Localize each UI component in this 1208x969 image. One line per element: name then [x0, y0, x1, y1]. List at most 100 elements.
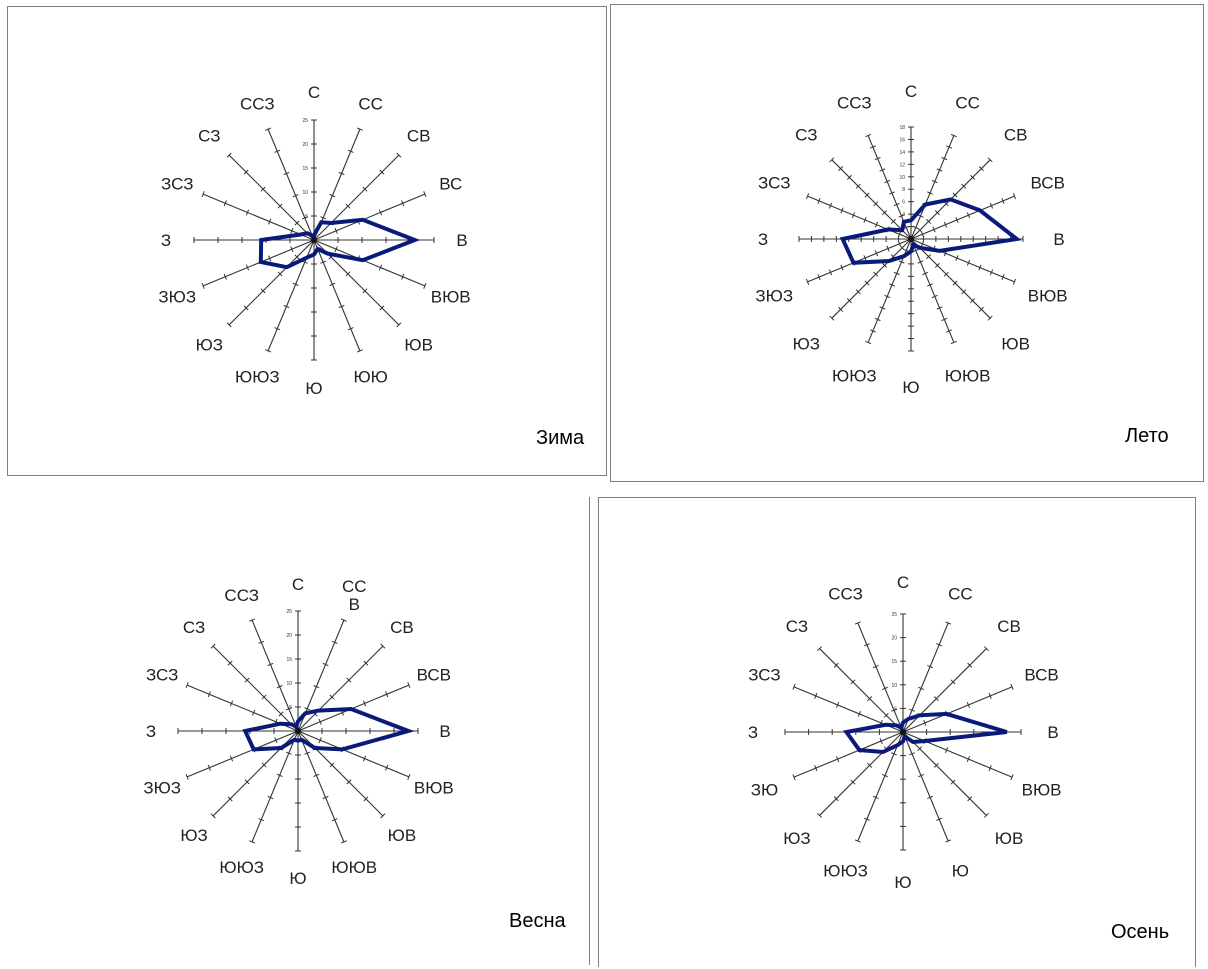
direction-label: В [456, 231, 467, 250]
scale-tick-label: 12 [899, 162, 905, 168]
axis-tick [304, 751, 311, 755]
axis-spoke [902, 686, 1013, 733]
axis-tick [850, 679, 856, 685]
axis-tick [334, 227, 338, 234]
axis-tick [927, 664, 934, 669]
direction-label: ЗСЗ [146, 666, 178, 685]
axis-tick [345, 271, 351, 277]
axis-tick [855, 289, 861, 295]
axis-tick [294, 254, 300, 260]
axis-tick [855, 183, 861, 189]
axis-tick [882, 210, 888, 216]
axis-tick [936, 817, 943, 821]
axis-tick [927, 191, 934, 195]
axis-tick [223, 200, 227, 207]
axis-tick [893, 271, 900, 276]
axis-tick [265, 349, 272, 353]
axis-tick [362, 700, 367, 707]
axis-tick [301, 216, 308, 220]
axis-tick [890, 218, 896, 224]
scale-tick-label: 5 [894, 706, 897, 712]
direction-label: З [161, 231, 171, 250]
scale-tick-label: 5 [305, 214, 308, 220]
scale-tick-label: 10 [899, 175, 905, 181]
axis-tick [294, 220, 300, 226]
axis-tick [346, 779, 352, 785]
direction-label: СС В [342, 577, 367, 614]
scale-tick-label: 10 [286, 681, 292, 687]
axis-tick [304, 707, 311, 711]
direction-label: Ю [289, 869, 306, 888]
axis-tick [1001, 197, 1005, 204]
axis-tick [828, 202, 833, 209]
axis-tick [922, 271, 929, 276]
axis-tick [1010, 774, 1014, 781]
axis-spoke [313, 239, 426, 287]
axis-tick [396, 152, 402, 158]
axis-tick [932, 226, 936, 233]
axis-tick [274, 737, 278, 744]
axis-tick [863, 817, 870, 821]
axis-tick [227, 796, 233, 802]
axis-tick [874, 221, 879, 228]
axis-tick [277, 203, 283, 209]
axis-tick [950, 779, 956, 785]
direction-label: С [308, 83, 320, 102]
axis-tick [379, 169, 385, 175]
axis-tick [863, 255, 867, 262]
axis-tick [943, 271, 949, 277]
axis-tick [320, 260, 327, 264]
scale-tick-label: 20 [302, 142, 308, 148]
axis-tick [340, 840, 347, 844]
scale-tick-label: 15 [302, 166, 308, 172]
axis-tick [927, 283, 934, 287]
direction-label: ЮЮ [353, 368, 387, 387]
axis-spoke [186, 730, 299, 778]
direction-label: Ю [952, 862, 969, 881]
axis-tick [805, 278, 810, 285]
axis-tick [882, 262, 888, 268]
season-label-summer: Лето [1125, 425, 1169, 447]
direction-label: ССЗ [240, 94, 275, 113]
direction-label: ВЮВ [1028, 287, 1068, 306]
direction-label: СС [948, 584, 973, 603]
axis-tick [267, 662, 274, 667]
axis-tick [873, 201, 879, 207]
axis-tick [936, 306, 943, 310]
axis-spoke [902, 731, 987, 816]
radar-chart-autumn: ССССВВСВВВЮВЮВЮЮЮЮЗЮЗЗЮЗЗСЗСЗССЗ51015202… [748, 573, 1062, 892]
axis-tick [946, 329, 953, 333]
axis-tick [805, 193, 810, 200]
direction-label: ЮЮВ [945, 367, 991, 386]
axis-tick [362, 186, 368, 192]
axis-tick [380, 813, 386, 819]
direction-label: ЗСЗ [748, 666, 780, 685]
scale-tick-label: 10 [302, 190, 308, 196]
scale-tick-label: 20 [891, 636, 897, 642]
axis-tick [944, 747, 949, 754]
axis-tick [835, 701, 840, 708]
axis-tick [423, 282, 427, 289]
axis-tick [227, 660, 233, 666]
axes-group [193, 119, 435, 361]
direction-label: Ю [305, 379, 322, 398]
axis-tick [917, 260, 924, 264]
axis-tick [883, 712, 889, 718]
direction-label: ЮЗ [180, 826, 207, 845]
axis-tick [290, 246, 294, 253]
axis-tick [863, 216, 867, 223]
axis-tick [274, 149, 281, 153]
axis-tick [814, 692, 818, 699]
axis-tick [1001, 274, 1005, 281]
direction-label: ВЮВ [414, 778, 454, 797]
axis-tick [872, 795, 879, 800]
axis-spoke [313, 239, 361, 352]
direction-label: ЮЮЗ [832, 367, 877, 386]
axis-tick [988, 765, 992, 772]
axis-tick [933, 696, 939, 702]
axis-tick [283, 304, 290, 309]
axis-tick [423, 191, 427, 198]
axis-tick [874, 156, 881, 161]
axis-tick [380, 643, 386, 649]
axis-tick [260, 288, 266, 294]
